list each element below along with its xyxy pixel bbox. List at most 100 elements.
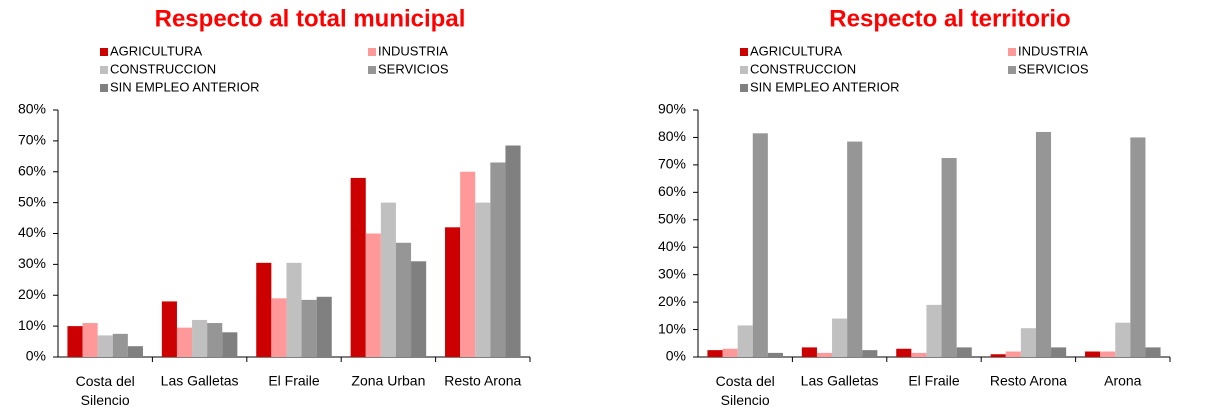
bar	[445, 227, 461, 357]
legend-label: AGRICULTURA	[110, 43, 203, 58]
bar	[1051, 347, 1067, 357]
y-tick-label: 20%	[18, 286, 46, 302]
legend-label: AGRICULTURA	[750, 43, 843, 58]
bar	[1005, 351, 1021, 357]
chart-title: Respecto al total municipal	[155, 5, 466, 32]
bar	[82, 323, 98, 357]
y-tick-label: 30%	[18, 255, 46, 271]
legend-swatch	[740, 48, 748, 56]
bar	[222, 332, 238, 357]
x-tick-label: Las Galletas	[161, 373, 239, 389]
y-tick-label: 70%	[658, 156, 686, 172]
y-tick-label: 30%	[658, 265, 686, 281]
bar	[460, 171, 476, 357]
bar	[1085, 351, 1101, 357]
legend-swatch	[1008, 48, 1016, 56]
bar	[862, 350, 878, 357]
bar	[956, 347, 972, 357]
bar	[896, 348, 912, 357]
y-tick-label: 60%	[18, 162, 46, 178]
bar	[127, 346, 143, 357]
legend-label: SIN EMPLEO ANTERIOR	[750, 79, 900, 94]
y-tick-label: 10%	[658, 320, 686, 336]
legend-swatch	[100, 84, 108, 92]
legend-label: SERVICIOS	[1018, 61, 1089, 76]
y-tick-label: 40%	[658, 238, 686, 254]
y-tick-label: 50%	[18, 193, 46, 209]
legend-label: CONSTRUCCION	[750, 61, 856, 76]
bar	[490, 162, 506, 357]
y-tick-label: 50%	[658, 210, 686, 226]
y-tick-label: 90%	[658, 101, 686, 117]
bar	[475, 202, 491, 357]
bar	[316, 296, 332, 357]
bar	[1130, 137, 1146, 357]
y-tick-label: 20%	[658, 293, 686, 309]
legend-swatch	[368, 66, 376, 74]
bar	[1115, 322, 1131, 357]
bar	[832, 318, 848, 357]
bar	[380, 202, 396, 357]
bar	[112, 333, 128, 357]
bar	[926, 304, 942, 357]
bar	[941, 158, 957, 357]
bar	[990, 354, 1006, 357]
x-tick-label: El Fraile	[908, 373, 960, 389]
legend-swatch	[100, 48, 108, 56]
bar	[256, 262, 272, 357]
bar	[505, 145, 521, 357]
bar	[365, 233, 381, 357]
bar	[176, 327, 193, 357]
x-tick-label: Zona Urban	[351, 373, 425, 389]
legend-label: SERVICIOS	[378, 61, 449, 76]
chart-title: Respecto al territorio	[829, 5, 1070, 32]
legend-swatch	[1008, 66, 1016, 74]
legend-swatch	[740, 84, 748, 92]
y-tick-label: 80%	[18, 101, 46, 117]
x-tick-label: Resto Arona	[990, 373, 1067, 389]
y-tick-label: 80%	[658, 128, 686, 144]
bar	[67, 326, 83, 357]
bar	[1100, 351, 1116, 357]
legend-swatch	[740, 66, 748, 74]
y-tick-label: 0%	[26, 348, 46, 364]
bar	[301, 299, 317, 357]
bar	[722, 348, 738, 357]
legend-swatch	[100, 66, 108, 74]
y-tick-label: 70%	[18, 132, 46, 148]
y-tick-label: 60%	[658, 183, 686, 199]
bar	[816, 352, 833, 357]
legend-label: SIN EMPLEO ANTERIOR	[110, 79, 260, 94]
bar	[97, 335, 113, 357]
bar	[395, 242, 412, 357]
bar	[207, 323, 223, 357]
legend-swatch	[368, 48, 376, 56]
x-tick-label: El Fraile	[268, 373, 320, 389]
bar	[707, 350, 723, 357]
bar	[350, 177, 366, 357]
bar	[192, 319, 208, 357]
x-tick-label: Arona	[1104, 373, 1142, 389]
x-tick-label: Costa del Silencio	[716, 373, 775, 408]
bar	[737, 325, 753, 357]
bar	[752, 133, 768, 357]
legend-label: INDUSTRIA	[378, 43, 448, 58]
bar	[767, 352, 783, 357]
bar	[271, 298, 287, 357]
bar	[847, 141, 863, 357]
bar	[1020, 328, 1036, 357]
x-tick-label: Costa del Silencio	[76, 373, 135, 408]
bar	[411, 261, 427, 357]
x-tick-label: Las Galletas	[801, 373, 879, 389]
bar	[1145, 347, 1161, 357]
bar	[286, 262, 302, 357]
bar	[161, 301, 177, 357]
x-tick-label: Resto Arona	[444, 373, 521, 389]
y-tick-label: 0%	[666, 348, 686, 364]
bar	[1035, 131, 1052, 357]
legend-label: INDUSTRIA	[1018, 43, 1088, 58]
bar	[911, 352, 927, 357]
legend-label: CONSTRUCCION	[110, 61, 216, 76]
y-tick-label: 10%	[18, 317, 46, 333]
